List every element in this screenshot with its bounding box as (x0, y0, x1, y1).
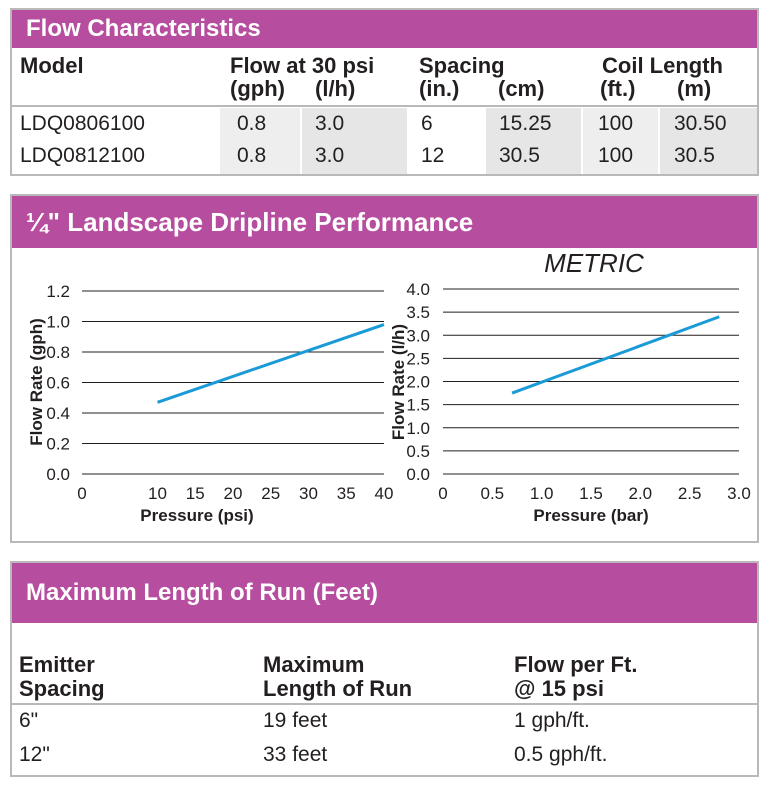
run-row1-spacing: 6" (19, 709, 39, 732)
x-tick-label: 15 (186, 484, 205, 503)
run-row2-flow: 0.5 gph/ft. (514, 743, 608, 766)
y-tick-label: 0.4 (46, 404, 70, 423)
x-tick-label: 0 (438, 484, 447, 503)
performance-charts: 0.0 0.2 0.4 0.6 0.8 1.0 1.2 0 10 15 20 25 30 35 40 Pres… (27, 248, 751, 525)
row2-gph: 0.8 (237, 144, 267, 167)
y-tick-label: 1.5 (406, 396, 430, 415)
x-axis-label: Pressure (bar) (533, 506, 648, 525)
shade-col-gph (220, 108, 300, 174)
y-tick-label: 1.0 (46, 313, 70, 332)
x-tick-label: 10 (148, 484, 167, 503)
header-coil: Coil Length (602, 53, 723, 78)
y-tick-label: 4.0 (406, 280, 430, 299)
header-flow: Flow at 30 psi (230, 53, 375, 78)
x-tick-label: 1.5 (579, 484, 603, 503)
x-tick-label: 25 (261, 484, 280, 503)
header-divider (12, 105, 757, 107)
x-tick-label: 2.0 (629, 484, 653, 503)
row2-model: LDQ0812100 (20, 144, 145, 167)
header-spacing-in: (in.) (419, 76, 460, 101)
shade-col-ft (583, 108, 658, 174)
header-coil-ft: (ft.) (600, 76, 636, 101)
y-tick-label: 0.0 (406, 465, 430, 484)
x-tick-label: 20 (224, 484, 243, 503)
y-tick-label: 0.6 (46, 374, 70, 393)
header-emitter-spacing-1: Emitter (19, 652, 95, 677)
row2-m: 30.5 (674, 144, 715, 167)
y-tick-label: 3.0 (406, 326, 430, 345)
flow-characteristics-panel: Flow Characteristics Model Flow at 30 ps… (10, 8, 759, 176)
header-coil-m: (m) (677, 76, 712, 101)
y-tick-label: 2.0 (406, 373, 430, 392)
header-spacing-cm: (cm) (498, 76, 545, 101)
y-axis-label: Flow Rate (l/h) (389, 324, 408, 440)
run-row2-spacing: 12" (19, 743, 50, 766)
x-tick-label: 35 (337, 484, 356, 503)
run-row1-flow: 1 gph/ft. (514, 709, 590, 732)
row1-model: LDQ0806100 (20, 112, 145, 135)
header-model: Model (20, 53, 84, 78)
x-tick-label: 0.5 (481, 484, 505, 503)
y-tick-label: 0.2 (46, 435, 70, 454)
row2-cm: 30.5 (499, 144, 540, 167)
row2-in: 12 (421, 144, 445, 167)
row1-lh: 3.0 (315, 112, 345, 135)
y-tick-label: 1.0 (406, 419, 430, 438)
header-max-length-1: Maximum (263, 652, 365, 677)
x-tick-label: 30 (299, 484, 318, 503)
shade-col-cm (486, 108, 581, 174)
row2-lh: 3.0 (315, 144, 345, 167)
row2-ft: 100 (598, 144, 634, 167)
run-row2-length: 33 feet (263, 743, 328, 766)
header-flow-gph: (gph) (230, 76, 285, 101)
y-tick-label: 0.0 (46, 465, 70, 484)
run-header-divider (12, 703, 757, 705)
performance-title: ¼" Landscape Dripline Performance (12, 196, 757, 248)
performance-panel: ¼" Landscape Dripline Performance 0.0 0.2… (10, 194, 759, 543)
flow-rate-line (511, 315, 720, 395)
x-tick-label: 2.5 (678, 484, 702, 503)
max-run-title: Maximum Length of Run (Feet) (12, 563, 757, 623)
x-tick-label: 0 (77, 484, 86, 503)
header-flow-per-ft-2: @ 15 psi (514, 676, 604, 701)
x-axis-label: Pressure (psi) (140, 506, 253, 525)
row1-in: 6 (421, 112, 433, 135)
run-row1-length: 19 feet (263, 709, 328, 732)
header-max-length-2: Length of Run (263, 676, 413, 701)
shade-col-lh (302, 108, 407, 174)
header-flow-lh: (l/h) (315, 76, 356, 101)
x-tick-label: 3.0 (727, 484, 751, 503)
header-emitter-spacing-2: Spacing (19, 676, 105, 701)
header-spacing: Spacing (419, 53, 505, 78)
y-tick-label: 3.5 (406, 303, 430, 322)
row1-gph: 0.8 (237, 112, 267, 135)
y-axis-label: Flow Rate (gph) (27, 318, 46, 445)
chart-title: METRIC (544, 248, 644, 278)
flow-rate-line (157, 323, 385, 404)
max-run-panel: Maximum Length of Run (Feet) Emitter Spa… (10, 561, 759, 777)
flow-characteristics-title: Flow Characteristics (12, 10, 757, 48)
row1-ft: 100 (598, 112, 634, 135)
y-tick-label: 1.2 (46, 282, 70, 301)
y-tick-label: 0.5 (406, 442, 430, 461)
x-tick-label: 1.0 (530, 484, 554, 503)
y-tick-label: 2.5 (406, 349, 430, 368)
y-tick-label: 0.8 (46, 343, 70, 362)
shade-col-m (660, 108, 757, 174)
row1-cm: 15.25 (499, 112, 552, 135)
header-flow-per-ft-1: Flow per Ft. (514, 652, 638, 677)
x-tick-label: 40 (375, 484, 394, 503)
row1-m: 30.50 (674, 112, 727, 135)
